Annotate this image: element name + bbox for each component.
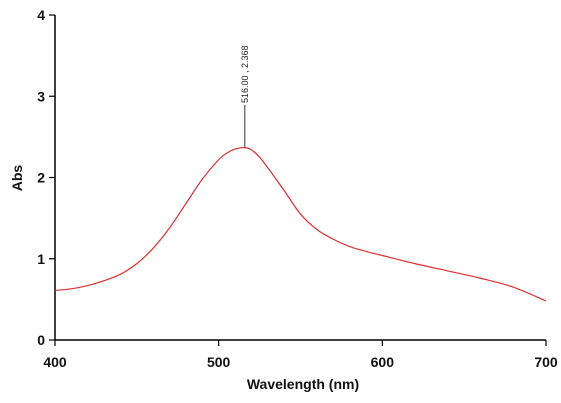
x-tick-label-3: 700	[534, 354, 558, 370]
peak-label-0: 516.00 , 2.368	[240, 45, 250, 103]
y-tick-label-2: 2	[37, 170, 45, 186]
y-tick-label-1: 1	[37, 251, 45, 267]
x-tick-label-0: 400	[43, 354, 67, 370]
spectrum-line-0	[54, 146, 547, 302]
y-tick-label-0: 0	[37, 332, 45, 348]
series-layer	[54, 146, 547, 302]
annotation-layer: 516.00 , 2.368	[240, 45, 250, 148]
y-tick-label-3: 3	[37, 88, 45, 104]
x-tick-label-2: 600	[371, 354, 395, 370]
x-axis-title: Wavelength (nm)	[247, 376, 359, 392]
ticks: 400 500 600 700 0 1 2 3 4	[37, 7, 558, 370]
y-axis-title: Abs	[9, 165, 25, 192]
x-tick-label-1: 500	[207, 354, 231, 370]
axes	[54, 15, 546, 341]
y-tick-label-4: 4	[37, 7, 45, 23]
